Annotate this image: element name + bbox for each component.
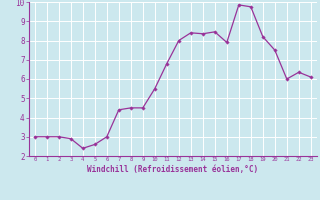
X-axis label: Windchill (Refroidissement éolien,°C): Windchill (Refroidissement éolien,°C)	[87, 165, 258, 174]
